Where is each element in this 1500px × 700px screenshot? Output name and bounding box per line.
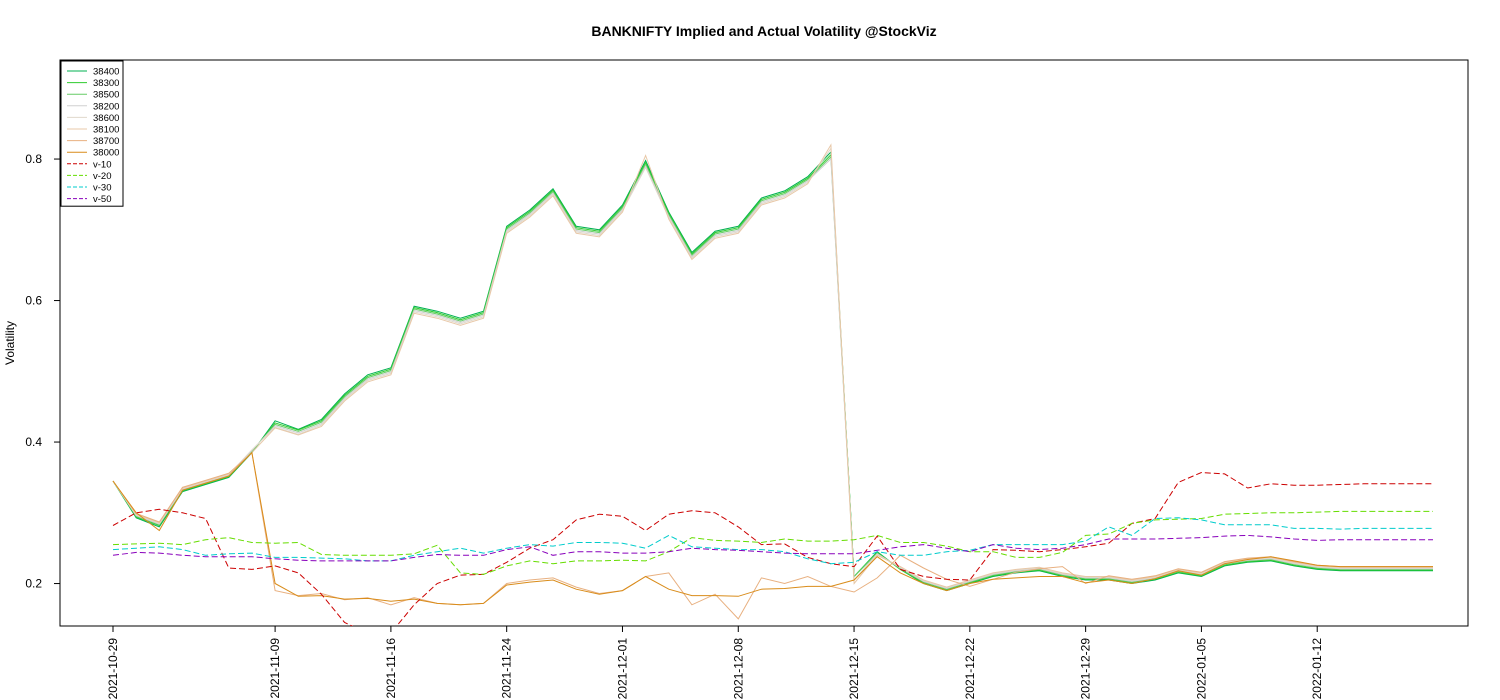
series-line-38200 bbox=[112, 157, 1433, 590]
legend-box bbox=[60, 60, 124, 207]
legend-label-38100: 38100 bbox=[93, 125, 119, 136]
legend-label-38000: 38000 bbox=[93, 148, 119, 159]
series-line-v-30 bbox=[112, 517, 1433, 565]
x-tick-label: 2021-12-29 bbox=[1079, 638, 1093, 700]
x-axis: 2021-10-29 2021-11-09 2021-11-16 2021-11-24… bbox=[106, 626, 1324, 699]
series-line-38400 bbox=[112, 150, 1433, 592]
x-tick-label: 2021-11-24 bbox=[500, 638, 514, 699]
x-tick-label: 2021-11-16 bbox=[384, 638, 398, 699]
x-tick-label: 2022-01-05 bbox=[1194, 638, 1208, 700]
y-tick-label: 0.6 bbox=[25, 294, 42, 308]
x-tick-label: 2021-12-15 bbox=[847, 638, 861, 700]
x-tick-label: 2021-11-09 bbox=[268, 638, 282, 699]
legend-label-38600: 38600 bbox=[93, 113, 119, 124]
series-line-38300 bbox=[112, 153, 1433, 591]
x-tick-label: 2021-12-22 bbox=[963, 638, 977, 700]
y-tick-label: 0.4 bbox=[25, 435, 42, 449]
y-axis-label: Volatility bbox=[3, 321, 17, 365]
legend-label-v-20: v-20 bbox=[93, 171, 111, 182]
series-line-38000 bbox=[112, 451, 1433, 606]
series-line-38100 bbox=[112, 143, 1433, 588]
legend-label-38200: 38200 bbox=[93, 101, 119, 112]
x-tick-label: 2022-01-12 bbox=[1310, 638, 1324, 700]
chart-title: BANKNIFTY Implied and Actual Volatility … bbox=[591, 23, 936, 39]
series-line-v-50 bbox=[112, 534, 1433, 562]
legend-label-38400: 38400 bbox=[93, 67, 119, 78]
x-tick-label: 2021-10-29 bbox=[106, 638, 120, 700]
plot-area-border bbox=[59, 59, 1469, 627]
y-tick-label: 0.2 bbox=[25, 577, 42, 591]
series-line-v-10 bbox=[112, 471, 1433, 626]
x-tick-label: 2021-12-08 bbox=[731, 638, 745, 700]
series-line-v-20 bbox=[112, 510, 1433, 575]
legend-label-v-30: v-30 bbox=[93, 183, 111, 194]
legend-label-38500: 38500 bbox=[93, 90, 119, 101]
series-line-38500 bbox=[112, 155, 1433, 590]
series-line-38700 bbox=[112, 451, 1433, 620]
legend-label-38700: 38700 bbox=[93, 136, 119, 147]
y-tick-label: 0.8 bbox=[25, 152, 42, 166]
legend: 3840038300385003820038600381003870038000… bbox=[60, 60, 124, 207]
legend-label-38300: 38300 bbox=[93, 78, 119, 89]
y-axis: 0.2 0.4 0.6 0.8 bbox=[25, 152, 60, 591]
legend-label-v-50: v-50 bbox=[93, 194, 111, 205]
series-lines bbox=[112, 143, 1433, 626]
x-tick-label: 2021-12-01 bbox=[615, 638, 629, 700]
series-line-38600 bbox=[112, 146, 1433, 589]
legend-label-v-10: v-10 bbox=[93, 159, 111, 170]
